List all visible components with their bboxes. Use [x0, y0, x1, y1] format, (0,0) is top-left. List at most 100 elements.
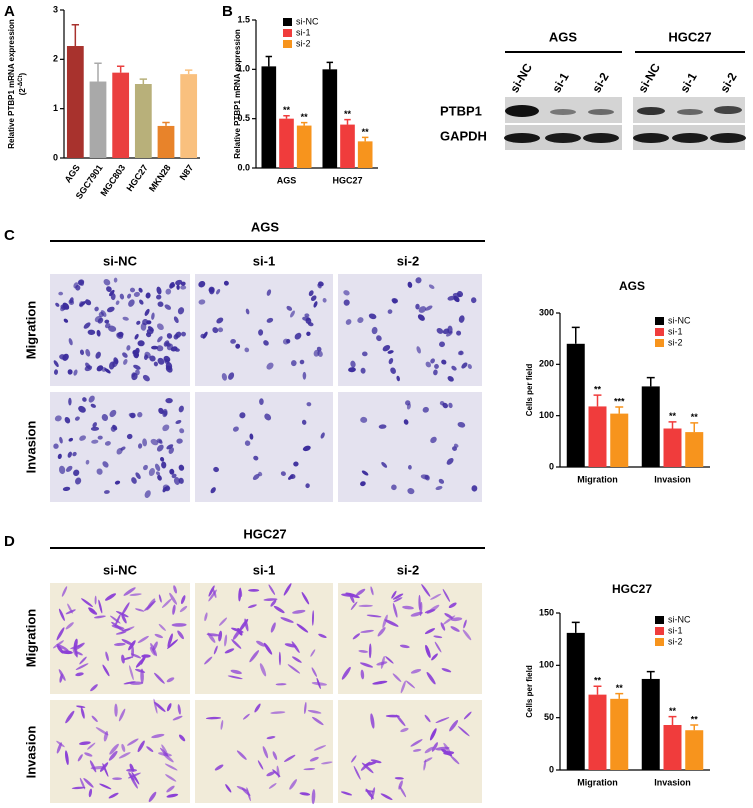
cell — [95, 351, 101, 359]
cell — [428, 284, 435, 289]
legend-label: si-NC — [668, 315, 691, 325]
cell — [131, 771, 140, 785]
cell — [67, 369, 73, 375]
cell — [142, 319, 149, 326]
cell — [77, 279, 85, 286]
cell — [236, 750, 247, 760]
cell — [400, 680, 406, 694]
cell — [132, 349, 138, 355]
cell — [82, 397, 87, 402]
cell — [218, 630, 223, 642]
cell — [123, 358, 128, 365]
cell — [263, 340, 269, 346]
cell — [444, 613, 453, 619]
cell — [165, 362, 173, 371]
cell — [178, 464, 185, 471]
significance: ** — [669, 411, 677, 421]
cell — [73, 369, 78, 376]
cell — [144, 351, 151, 359]
cell — [169, 468, 175, 475]
cell — [75, 477, 82, 485]
unit-base: (2 — [18, 88, 27, 96]
cell — [137, 412, 143, 418]
row-label: Invasion — [23, 421, 38, 474]
cell — [407, 281, 413, 288]
cell — [387, 309, 393, 314]
cell — [85, 349, 91, 357]
legend-label: si-1 — [296, 27, 311, 37]
cell — [180, 285, 187, 290]
cell — [198, 299, 206, 305]
bar — [588, 694, 607, 770]
cell — [231, 627, 244, 633]
y-tick-label: 150 — [539, 607, 554, 617]
cell — [289, 473, 296, 480]
cell — [457, 726, 470, 737]
cell — [446, 457, 454, 465]
cell — [450, 617, 463, 622]
cell — [426, 671, 436, 685]
cell — [92, 422, 97, 428]
cell — [135, 656, 146, 668]
cell — [425, 305, 433, 311]
cell — [215, 288, 221, 295]
y-axis-label: Relative PTBP1 mRNA expression — [233, 29, 242, 159]
cell — [206, 633, 220, 637]
y-axis-label: Cells per field — [525, 665, 534, 718]
cell — [104, 368, 111, 374]
cell — [266, 771, 276, 777]
cell — [85, 299, 92, 306]
column-label: si-2 — [397, 562, 419, 577]
error-bar — [94, 62, 102, 82]
cell — [101, 413, 109, 422]
cell — [289, 779, 297, 790]
cell — [264, 413, 272, 421]
cell — [120, 446, 126, 451]
cell — [136, 320, 141, 325]
x-tick-label: Migration — [577, 777, 618, 787]
cell — [63, 318, 69, 323]
cell — [121, 743, 126, 752]
cell — [210, 487, 216, 494]
cell — [104, 593, 117, 601]
cell — [232, 629, 241, 640]
cell — [157, 474, 162, 481]
cell — [434, 641, 442, 653]
cell — [311, 789, 316, 805]
cell — [225, 784, 232, 793]
cell — [278, 651, 281, 666]
cell — [461, 362, 468, 369]
cell — [410, 739, 423, 747]
cell — [340, 791, 353, 796]
cell — [152, 641, 158, 651]
cell — [266, 362, 274, 370]
cell — [129, 287, 136, 293]
band — [672, 133, 708, 143]
cell — [459, 350, 464, 356]
micrograph — [338, 583, 482, 694]
cell — [451, 365, 457, 371]
lane-label: si-NC — [635, 61, 663, 95]
cell — [301, 419, 307, 425]
cell — [224, 634, 228, 647]
cell — [178, 405, 184, 413]
cell — [175, 279, 183, 286]
cell — [149, 355, 156, 362]
cell — [121, 614, 127, 624]
y-tick-label: 1 — [53, 103, 58, 113]
cell — [171, 623, 187, 627]
y-tick-label: 1.0 — [237, 64, 250, 74]
cell — [463, 711, 472, 720]
cell — [78, 405, 86, 413]
cell — [441, 668, 452, 673]
cell — [418, 306, 427, 313]
cell — [430, 593, 442, 600]
cell — [154, 463, 161, 472]
protein-label: PTBP1 — [440, 103, 482, 118]
cell — [424, 628, 436, 635]
cell — [161, 744, 168, 756]
cell — [91, 715, 98, 723]
cell — [84, 365, 93, 372]
cell — [129, 665, 134, 681]
cell — [371, 326, 378, 335]
